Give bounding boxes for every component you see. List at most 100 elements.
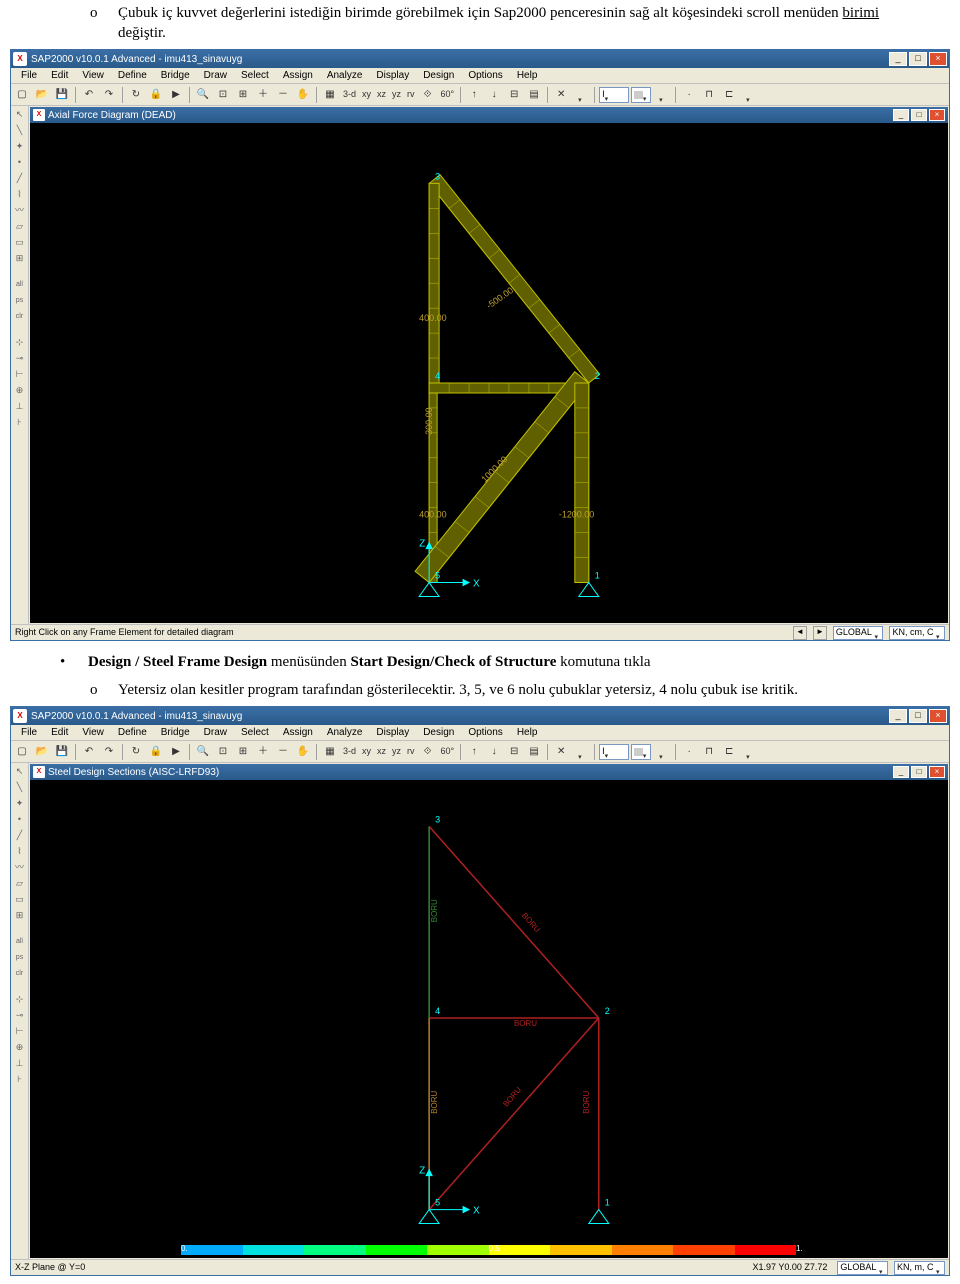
run-icon[interactable]: ▶	[167, 743, 185, 761]
view-xy-button[interactable]: xy	[360, 89, 373, 101]
coord-system-select-2[interactable]: GLOBAL	[837, 1261, 888, 1275]
pan-icon[interactable]: ✋	[294, 743, 312, 761]
nudge-btn-1[interactable]: ·	[680, 743, 698, 761]
rect-icon[interactable]: ▭	[13, 236, 27, 250]
menu-bridge[interactable]: Bridge	[155, 68, 196, 83]
redo-icon[interactable]: ↷	[100, 86, 118, 104]
menu-assign[interactable]: Assign	[277, 725, 319, 740]
menu-display[interactable]: Display	[370, 68, 415, 83]
coord-system-select[interactable]: GLOBAL	[833, 626, 884, 640]
view-60-button[interactable]: 60°	[439, 746, 457, 758]
nudge-btn-3[interactable]: ⊏	[720, 86, 738, 104]
menu-analyze[interactable]: Analyze	[321, 725, 369, 740]
menu-assign[interactable]: Assign	[277, 68, 319, 83]
joint-icon[interactable]: •	[13, 156, 27, 170]
secframe-icon[interactable]: ⌇	[13, 845, 27, 859]
dropdown-icon[interactable]	[572, 86, 590, 104]
section-dd-icon[interactable]	[653, 86, 671, 104]
view-minimize-button[interactable]: _	[893, 766, 909, 778]
window-maximize-button[interactable]: □	[909, 52, 927, 66]
reshape-icon[interactable]: ✦	[13, 797, 27, 811]
snap-mid-icon[interactable]: ⊸	[13, 1009, 27, 1023]
line-icon[interactable]: ╲	[13, 124, 27, 138]
perspective-icon[interactable]: ⟐	[419, 86, 437, 104]
menu-analyze[interactable]: Analyze	[321, 68, 369, 83]
frame-icon[interactable]: ╱	[13, 172, 27, 186]
zoom-fit-icon[interactable]: ⊡	[214, 86, 232, 104]
snap-end-icon[interactable]: ⊢	[13, 1025, 27, 1039]
section-combo[interactable]: I	[599, 744, 629, 760]
snap-end-icon[interactable]: ⊢	[13, 368, 27, 382]
menu-view[interactable]: View	[76, 68, 110, 83]
refresh-icon[interactable]: ↻	[127, 743, 145, 761]
redo-icon[interactable]: ↷	[100, 743, 118, 761]
area-icon[interactable]: ▱	[13, 220, 27, 234]
zoom-out-icon[interactable]: －	[274, 86, 292, 104]
shrink-icon[interactable]: ⊟	[505, 86, 523, 104]
menu-view[interactable]: View	[76, 725, 110, 740]
menu-design[interactable]: Design	[417, 725, 460, 740]
quick-icon[interactable]: ⊞	[13, 252, 27, 266]
xy-icon[interactable]: ✕	[552, 86, 570, 104]
color-combo[interactable]	[631, 744, 651, 760]
pointer-icon[interactable]: ↖	[13, 108, 27, 122]
all-icon[interactable]: all	[13, 278, 27, 292]
clr-icon[interactable]: clr	[13, 310, 27, 324]
steel-design-canvas[interactable]: BORUBORUBORUBORUBORUBORUZX12345 0.0.51.	[30, 780, 948, 1258]
window-minimize-button[interactable]: _	[889, 52, 907, 66]
menu-select[interactable]: Select	[235, 725, 275, 740]
open-file-icon[interactable]: 📂	[33, 86, 51, 104]
view-rv-button[interactable]: rv	[405, 746, 417, 758]
area-icon[interactable]: ▱	[13, 877, 27, 891]
ps-icon[interactable]: ps	[13, 294, 27, 308]
menu-define[interactable]: Define	[112, 725, 153, 740]
view-3d-button[interactable]: 3-d	[341, 746, 358, 758]
zoom-in-icon[interactable]: ＋	[254, 86, 272, 104]
refresh-icon[interactable]: ↻	[127, 86, 145, 104]
xy-icon[interactable]: ✕	[552, 743, 570, 761]
view-3d-icon[interactable]: ▦	[321, 743, 339, 761]
secframe-icon[interactable]: ⌇	[13, 188, 27, 202]
menu-design[interactable]: Design	[417, 68, 460, 83]
section-combo[interactable]: I	[599, 87, 629, 103]
window-minimize-button[interactable]: _	[889, 709, 907, 723]
view-yz-button[interactable]: yz	[390, 89, 403, 101]
status-prev-icon[interactable]: ◄	[793, 626, 807, 640]
menu-help[interactable]: Help	[511, 68, 544, 83]
frame-icon[interactable]: ╱	[13, 829, 27, 843]
axial-force-canvas[interactable]: ZX12345400.00-500.00-300.00400.001000.00…	[30, 123, 948, 623]
nudge-btn-3[interactable]: ⊏	[720, 743, 738, 761]
run-icon[interactable]: ▶	[167, 86, 185, 104]
arrow-down-icon[interactable]: ↓	[485, 86, 503, 104]
menu-help[interactable]: Help	[511, 725, 544, 740]
shrink-icon[interactable]: ⊟	[505, 743, 523, 761]
window-close-button[interactable]: ×	[929, 709, 947, 723]
undo-icon[interactable]: ↶	[80, 86, 98, 104]
rect-icon[interactable]: ▭	[13, 893, 27, 907]
menu-edit[interactable]: Edit	[45, 68, 74, 83]
set-elem-icon[interactable]: ▤	[525, 743, 543, 761]
lock-icon[interactable]: 🔒	[147, 743, 165, 761]
status-next-icon[interactable]: ►	[813, 626, 827, 640]
units-select[interactable]: KN, cm, C	[889, 626, 945, 640]
menu-draw[interactable]: Draw	[198, 725, 233, 740]
view-xz-button[interactable]: xz	[375, 89, 388, 101]
view-60-button[interactable]: 60°	[439, 89, 457, 101]
undo-icon[interactable]: ↶	[80, 743, 98, 761]
snap-line-icon[interactable]: ⊦	[13, 416, 27, 430]
nudge-btn-4[interactable]	[740, 86, 758, 104]
menu-display[interactable]: Display	[370, 725, 415, 740]
joint-icon[interactable]: •	[13, 813, 27, 827]
menu-options[interactable]: Options	[462, 68, 508, 83]
zoom-prev-icon[interactable]: ⊞	[234, 743, 252, 761]
clr-icon[interactable]: clr	[13, 967, 27, 981]
menu-file[interactable]: File	[15, 725, 43, 740]
snap-mid-icon[interactable]: ⊸	[13, 352, 27, 366]
arrow-down-icon[interactable]: ↓	[485, 743, 503, 761]
view-3d-icon[interactable]: ▦	[321, 86, 339, 104]
save-file-icon[interactable]: 💾	[53, 743, 71, 761]
open-file-icon[interactable]: 📂	[33, 743, 51, 761]
nudge-btn-1[interactable]: ·	[680, 86, 698, 104]
perspective-icon[interactable]: ⟐	[419, 743, 437, 761]
all-icon[interactable]: all	[13, 935, 27, 949]
